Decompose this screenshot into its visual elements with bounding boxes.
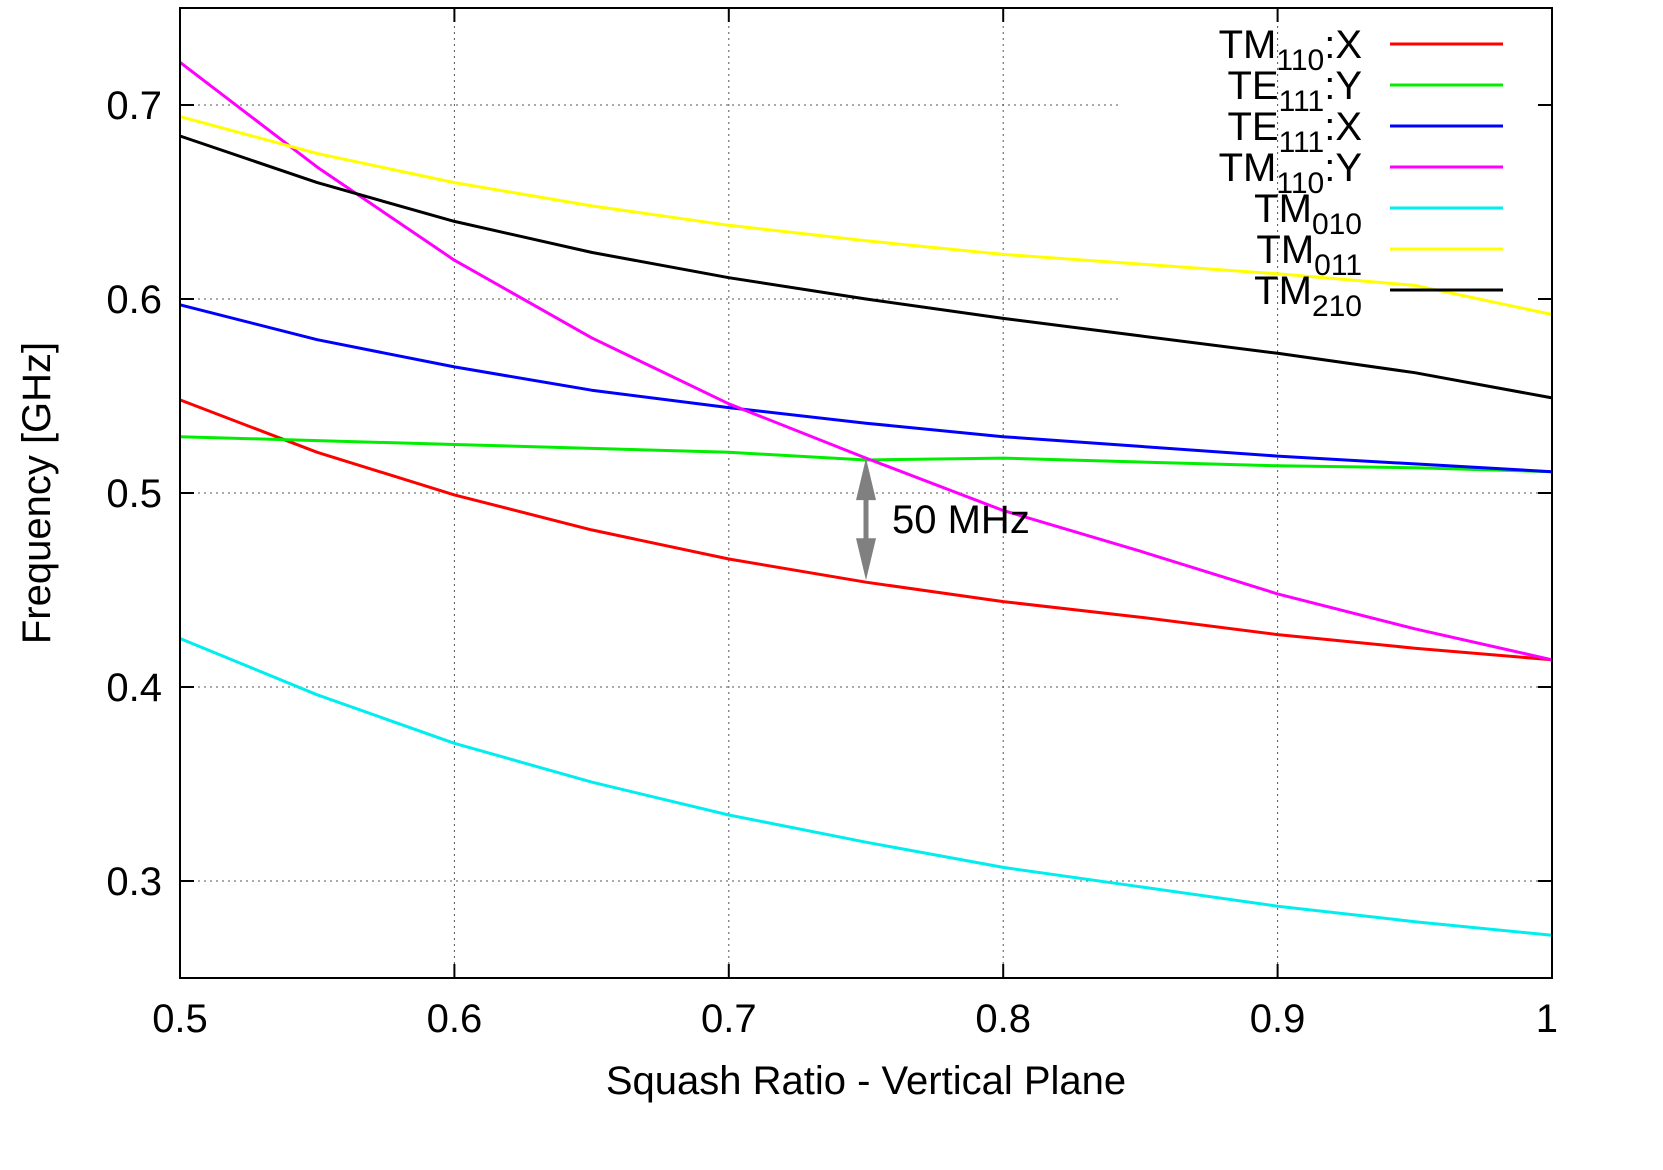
legend-entry: TM110:Y — [1219, 146, 1503, 200]
series-group — [179, 61, 1553, 937]
legend: TM110:XTE111:YTE111:XTM110:YTM010TM011TM… — [1219, 23, 1503, 323]
x-tick-label: 0.7 — [701, 997, 757, 1041]
axis-ticks: 0.5 0.6 0.7 0.8 0.9 1 0.3 0.4 0.5 0.6 0.7 — [106, 8, 1558, 1041]
x-tick-label: 0.6 — [427, 997, 483, 1041]
legend-entry: TE111:Y — [1227, 64, 1503, 118]
x-tick-label: 0.9 — [1250, 997, 1306, 1041]
x-tick-label: 1 — [1536, 997, 1558, 1041]
x-axis-label: Squash Ratio - Vertical Plane — [606, 1059, 1126, 1103]
annotation-group: 50 MHz — [856, 458, 1030, 581]
y-tick-label: 0.4 — [106, 666, 162, 710]
legend-label: TE111:X — [1227, 105, 1362, 159]
legend-label: TM010 — [1254, 187, 1362, 241]
series-line-tm110-x — [179, 398, 1553, 662]
legend-entry: TE111:X — [1227, 105, 1503, 159]
series-line-tm010 — [179, 637, 1553, 937]
annotation-label: 50 MHz — [892, 498, 1030, 542]
legend-label: TM110:X — [1219, 23, 1362, 77]
y-tick-label: 0.5 — [106, 472, 162, 516]
series-line-tm210 — [179, 134, 1553, 400]
annotation-arrow — [856, 458, 876, 581]
x-tick-label: 0.8 — [975, 997, 1031, 1041]
legend-entry: TM210 — [1254, 269, 1503, 323]
series-line-tm011 — [179, 115, 1553, 316]
legend-label: TE111:Y — [1227, 64, 1362, 118]
y-tick-label: 0.7 — [106, 84, 162, 128]
legend-entry: TM110:X — [1219, 23, 1503, 77]
legend-entry: TM010 — [1254, 187, 1503, 241]
y-tick-label: 0.6 — [106, 278, 162, 322]
legend-label: TM110:Y — [1219, 146, 1362, 200]
y-axis-label: Frequency [GHz] — [15, 342, 59, 644]
legend-label: TM210 — [1254, 269, 1362, 323]
legend-entry: TM011 — [1256, 228, 1503, 282]
series-line-te111-x — [179, 303, 1553, 474]
y-tick-label: 0.3 — [106, 860, 162, 904]
x-tick-label: 0.5 — [152, 997, 208, 1041]
legend-label: TM011 — [1256, 228, 1362, 282]
